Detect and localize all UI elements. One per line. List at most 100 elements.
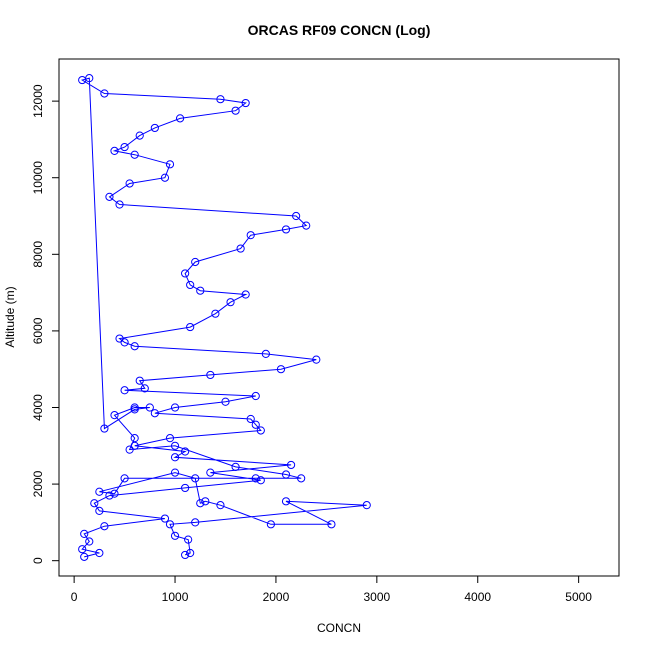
data-point: [312, 355, 321, 364]
data-point: [130, 405, 139, 414]
data-point: [216, 95, 225, 104]
data-point: [90, 499, 99, 508]
data-point: [175, 114, 185, 123]
data-point: [140, 384, 149, 393]
data-point: [186, 322, 195, 332]
data-point: [256, 426, 265, 435]
data-point: [251, 420, 260, 429]
data-point: [292, 211, 301, 221]
data-point: [196, 499, 205, 508]
data-point: [120, 386, 129, 395]
data-point: [327, 520, 336, 529]
data-point: [281, 470, 291, 479]
y-tick-label: 8000: [31, 241, 45, 268]
data-point: [266, 520, 275, 529]
data-point: [110, 489, 119, 498]
data-point: [191, 474, 200, 483]
data-point: [211, 309, 220, 318]
data-point: [80, 552, 89, 561]
data-point: [95, 487, 104, 496]
data-point: [251, 474, 260, 483]
data-point: [236, 244, 245, 253]
data-point: [165, 520, 175, 529]
data-point: [130, 150, 139, 159]
data-point: [135, 131, 144, 140]
y-tick-label: 0: [31, 557, 45, 564]
y-axis-label: Altitude (m): [3, 286, 17, 347]
data-point: [251, 391, 260, 401]
data-point: [165, 160, 175, 169]
x-tick-label: 5000: [565, 590, 592, 604]
data-point: [246, 231, 255, 240]
data-point: [165, 434, 175, 443]
chart-title: ORCAS RF09 CONCN (Log): [248, 22, 431, 38]
data-point: [105, 491, 114, 500]
x-tick-label: 0: [71, 590, 78, 604]
data-point: [216, 501, 225, 510]
y-tick-label: 10000: [31, 161, 45, 195]
data-point: [120, 142, 129, 152]
data-point: [145, 403, 154, 412]
data-point: [221, 397, 230, 406]
data-point: [95, 548, 104, 558]
data-point: [130, 342, 139, 351]
data-point: [130, 441, 139, 450]
data-point: [231, 462, 240, 471]
data-point: [186, 548, 195, 558]
data-point: [184, 535, 193, 544]
data-point: [170, 468, 180, 477]
data-point: [170, 441, 180, 450]
data-point: [191, 257, 200, 267]
data-point: [226, 298, 235, 307]
y-axis: 0 2000 4000 6000 8000 10000 12000: [31, 84, 60, 564]
data-point: [281, 225, 291, 234]
data-point: [120, 474, 129, 483]
data-point: [78, 545, 87, 554]
y-tick-label: 4000: [31, 394, 45, 421]
data-point: [105, 192, 114, 201]
data-point: [181, 483, 190, 493]
data-point: [78, 75, 87, 85]
data-point: [150, 123, 159, 133]
data-point: [100, 424, 109, 433]
data-point: [170, 531, 180, 540]
data-point: [115, 200, 124, 209]
y-tick-label: 6000: [31, 317, 45, 344]
data-point: [95, 506, 104, 515]
data-point: [85, 537, 94, 546]
data-point: [110, 146, 119, 156]
data-point: [170, 453, 180, 462]
data-point: [160, 514, 170, 523]
y-tick-label: 2000: [31, 470, 45, 497]
data-point: [206, 370, 215, 380]
data-point: [191, 518, 200, 527]
data-point: [120, 338, 129, 347]
data-point: [186, 280, 195, 290]
data-point: [256, 476, 265, 485]
data-point: [297, 474, 306, 483]
x-axis: 0 1000 2000 3000 4000 5000: [71, 575, 592, 604]
data-point: [181, 550, 190, 560]
data-point: [125, 179, 134, 188]
data-point: [201, 497, 210, 506]
data-point: [206, 468, 215, 477]
data-point: [181, 447, 190, 456]
data-point: [302, 221, 311, 230]
data-point: [110, 411, 119, 420]
data-point: [160, 173, 170, 182]
data-point: [276, 365, 286, 374]
data-point: [100, 522, 109, 531]
x-tick-label: 3000: [363, 590, 390, 604]
x-tick-label: 4000: [464, 590, 491, 604]
data-point: [231, 106, 240, 115]
data-point: [80, 529, 89, 538]
data-point: [246, 414, 255, 424]
series-line: [80, 77, 367, 558]
data-point: [135, 376, 144, 385]
data-point: [261, 349, 270, 358]
data-point: [281, 497, 291, 506]
x-axis-label: CONCN: [317, 621, 361, 635]
data-point: [196, 286, 205, 295]
data-point: [241, 290, 250, 299]
